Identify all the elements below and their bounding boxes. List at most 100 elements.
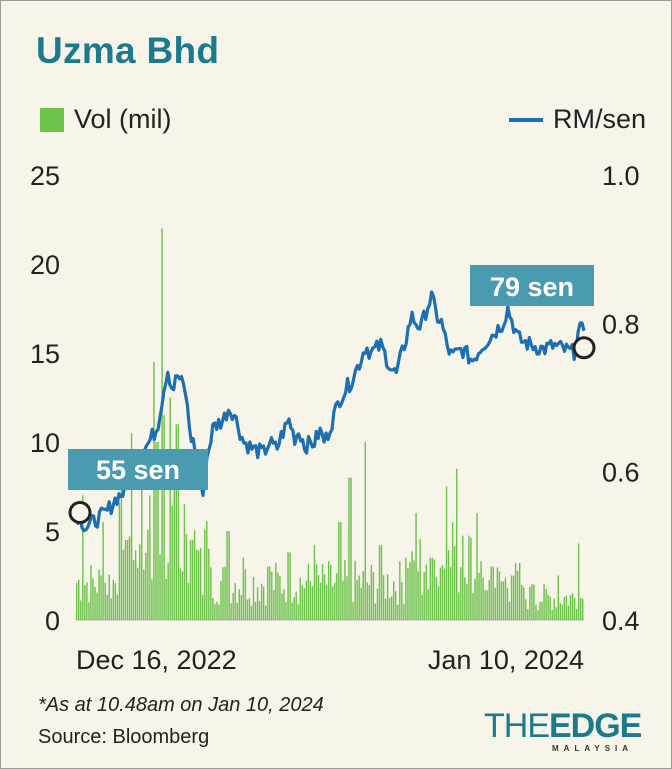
volume-bar <box>392 581 395 620</box>
volume-bar <box>76 583 78 620</box>
volume-bar <box>399 561 401 620</box>
volume-bar <box>165 578 167 620</box>
volume-bar <box>293 597 295 620</box>
volume-bar <box>360 587 362 620</box>
volume-bar <box>443 568 446 620</box>
volume-bar <box>537 610 539 620</box>
volume-bar <box>269 566 271 620</box>
volume-bar <box>427 589 429 620</box>
volume-bar <box>415 513 417 620</box>
volume-bar <box>248 598 251 620</box>
volume-bar <box>478 572 480 620</box>
volume-bar <box>159 554 161 620</box>
volume-bar <box>141 477 143 620</box>
volume-bar <box>527 609 529 620</box>
volume-bar <box>244 569 247 620</box>
volume-bar <box>466 583 468 620</box>
volume-bar <box>480 561 482 620</box>
price-legend: RM/sen <box>508 104 646 135</box>
volume-bar <box>155 442 157 620</box>
left-axis-tick: 5 <box>45 517 60 547</box>
volume-bar <box>433 559 436 620</box>
volume-bar <box>285 602 287 620</box>
volume-bar <box>116 594 119 620</box>
volume-bar <box>264 605 267 620</box>
volume-bar <box>201 595 204 620</box>
volume-bar <box>187 583 190 620</box>
volume-bar <box>106 594 108 620</box>
volume-bar <box>126 539 129 620</box>
volume-bar <box>395 591 397 620</box>
volume-bar <box>549 596 551 620</box>
volume-bar <box>291 602 293 620</box>
volume-bar <box>206 521 208 620</box>
volume-bar <box>157 442 159 620</box>
volume-bar <box>437 586 440 620</box>
volume-bar <box>136 567 139 620</box>
volume-bar <box>535 604 537 620</box>
volume-bar <box>492 566 494 620</box>
volume-bar <box>287 552 289 620</box>
volume-bar <box>82 495 84 620</box>
the-edge-logo: THEEDGE MALAYSIA <box>484 708 654 756</box>
volume-bar <box>340 522 342 620</box>
volume-bar <box>378 545 381 620</box>
volume-bar <box>289 552 291 620</box>
volume-bar <box>547 594 549 620</box>
volume-bar <box>571 593 574 620</box>
volume-bar <box>199 547 202 620</box>
volume-bar <box>464 577 466 620</box>
left-axis-tick: 10 <box>30 428 60 458</box>
end-price-marker <box>572 336 596 360</box>
volume-bar <box>453 545 456 620</box>
volume-bar <box>279 576 281 620</box>
volume-bar <box>502 581 505 620</box>
volume-bar <box>189 539 192 620</box>
footnote: *As at 10.48am on Jan 10, 2024 <box>38 694 324 716</box>
volume-bar <box>214 604 216 620</box>
left-axis-tick: 15 <box>30 339 60 369</box>
volume-bar <box>313 545 316 620</box>
volume-bar <box>494 587 497 620</box>
volume-bar <box>195 549 198 620</box>
volume-bar <box>228 531 230 620</box>
volume-bar <box>138 544 141 620</box>
volume-bar <box>90 565 92 620</box>
volume-bar <box>240 595 243 620</box>
volume-bar <box>573 597 576 620</box>
volume-bar <box>167 563 169 620</box>
volume-bar <box>163 415 165 620</box>
volume-bar <box>529 586 531 620</box>
volume-bar <box>305 580 308 620</box>
volume-bar <box>149 495 151 620</box>
volume-bar <box>541 601 543 620</box>
volume-bar <box>185 533 188 620</box>
volume-bar <box>92 578 94 620</box>
volume-bar <box>472 592 474 620</box>
start-price-label: 55 sen <box>96 455 180 485</box>
volume-bar <box>204 529 206 620</box>
volume-bar <box>346 576 348 620</box>
volume-bar <box>224 566 226 620</box>
volume-bar <box>191 539 194 620</box>
volume-bar <box>557 575 560 620</box>
volume-bar <box>559 602 562 620</box>
volume-bar <box>303 588 306 620</box>
volume-bar <box>488 580 490 620</box>
volume-bar <box>84 585 86 620</box>
volume-bar <box>407 567 409 620</box>
volume-bar <box>510 575 513 620</box>
volume-bar <box>482 577 484 620</box>
left-axis-tick: 0 <box>45 606 60 636</box>
volume-bar <box>579 597 582 620</box>
volume-bar <box>332 586 334 620</box>
volume-bar <box>317 575 320 620</box>
volume-bar <box>496 567 499 620</box>
volume-bar <box>325 584 328 620</box>
volume-bar <box>193 530 196 620</box>
volume-bar <box>506 587 509 620</box>
volume-bar <box>145 552 147 620</box>
price-legend-label: RM/sen <box>552 104 646 134</box>
volume-bar <box>445 486 448 620</box>
volume-bar <box>525 599 527 620</box>
